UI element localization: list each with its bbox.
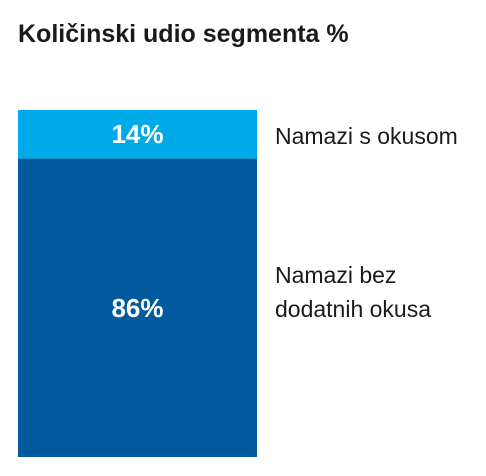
data-label-namazi-s-okusom: 14% — [111, 119, 164, 150]
legend-label-line: Namazi bez — [275, 261, 397, 288]
legend-label-namazi-s-okusom: Namazi s okusom — [275, 119, 458, 153]
bar-segment-namazi-bez-dodatnih-okusa — [18, 158, 257, 457]
data-label-namazi-bez-dodatnih-okusa: 86% — [111, 292, 164, 323]
legend-label-line: Namazi s okusom — [275, 123, 458, 150]
bar-group — [18, 110, 257, 457]
chart-title: Količinski udio segmenta % — [18, 20, 349, 48]
bar-segment-namazi-s-okusom — [18, 110, 257, 159]
legend-label-line: dodatnih okusa — [275, 295, 432, 322]
legend-label-namazi-bez-dodatnih-okusa: Namazi bez dodatnih okusa — [275, 258, 431, 326]
